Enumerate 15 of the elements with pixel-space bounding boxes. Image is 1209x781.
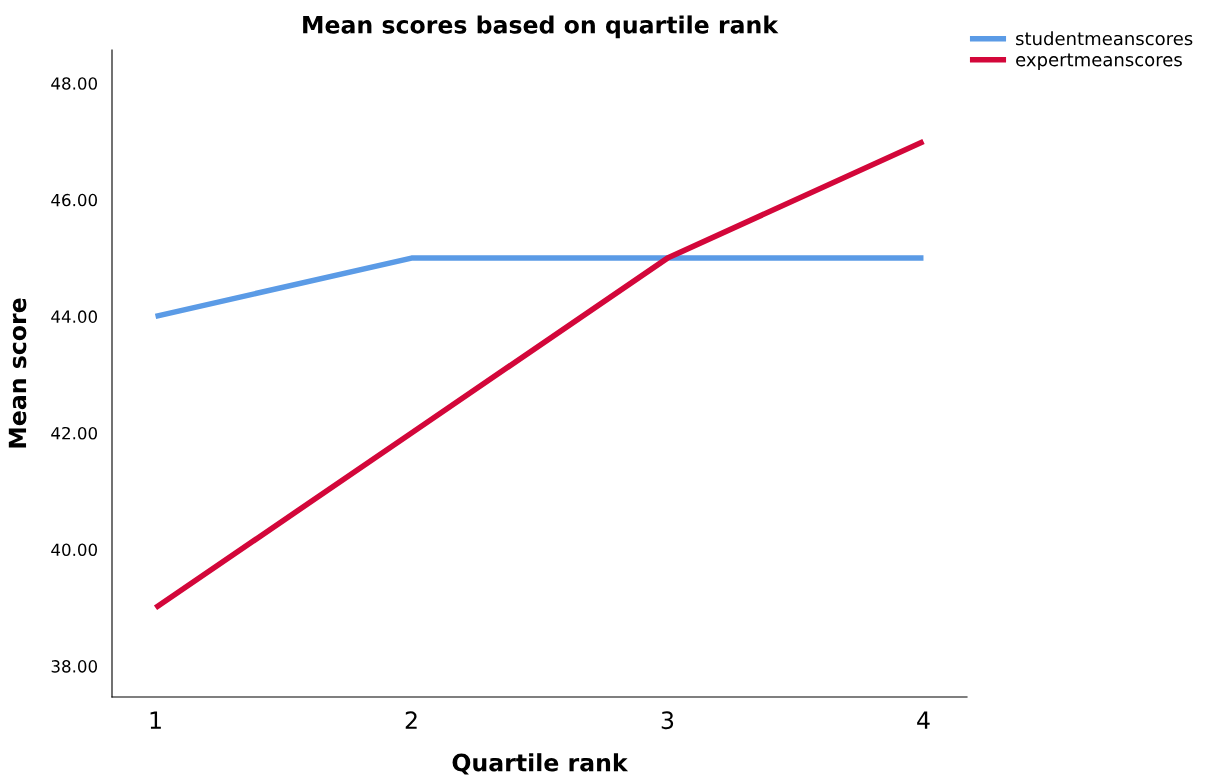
chart-title: Mean scores based on quartile rank: [303, 15, 779, 39]
x-tick-label: 3: [661, 711, 674, 730]
x-tick-label: 2: [405, 711, 417, 729]
x-axis-title: Quartile rank: [452, 753, 629, 775]
y-tick-label: 46.00: [51, 193, 97, 207]
y-tick-label: 38.00: [51, 660, 97, 673]
y-tick-label: 42.00: [51, 426, 97, 440]
y-tick-label: 44.00: [51, 310, 97, 323]
x-tick-label: 4: [917, 711, 930, 729]
y-tick-label: 48.00: [51, 77, 97, 90]
y-axis-title: Mean score: [8, 298, 27, 448]
y-tick-label: 40.00: [51, 543, 97, 557]
x-tick-label: 1: [150, 711, 161, 729]
legend-label: studentmeanscores: [1016, 31, 1193, 46]
legend-label: expertmeanscores: [1016, 53, 1182, 70]
